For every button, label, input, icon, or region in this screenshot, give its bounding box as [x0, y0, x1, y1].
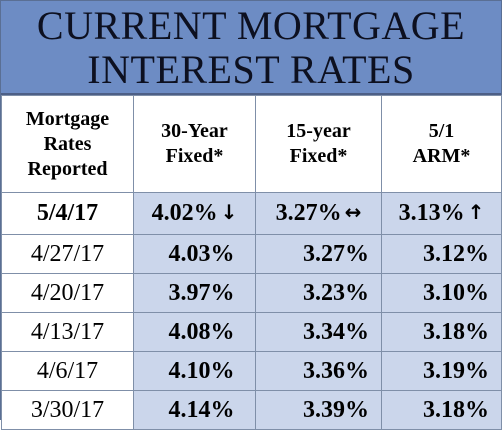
date-cell: 3/30/17: [1, 390, 134, 430]
header-line: Fixed*: [289, 145, 348, 167]
fixed-30-cell: 4.10%: [133, 351, 256, 391]
fixed-15-cell: 3.39%: [255, 390, 382, 430]
rates-table: Mortgage Rates Reported 30-Year Fixed* 1…: [1, 95, 502, 430]
rate-row: 4/6/17 4.10% 3.36% 3.19%: [1, 351, 502, 391]
fixed-15-cell: 3.27%: [255, 234, 382, 274]
rate-row: 4/13/17 4.08% 3.34% 3.18%: [1, 312, 502, 352]
header-line: Fixed*: [165, 145, 224, 167]
arm-cell: 3.19%: [381, 351, 502, 391]
latest-date-cell: 5/4/17: [1, 192, 134, 235]
latest-15-year-rate: 3.27%: [275, 200, 342, 226]
arm-cell: 3.18%: [381, 390, 502, 430]
title-line-2: INTEREST RATES: [87, 47, 415, 92]
arm-cell: 3.10%: [381, 273, 502, 313]
fixed-30-cell: 4.14%: [133, 390, 256, 430]
header-15-year-fixed: 15-year Fixed*: [255, 95, 382, 193]
header-row: Mortgage Rates Reported 30-Year Fixed* 1…: [1, 95, 502, 193]
header-line: Mortgage: [25, 107, 110, 130]
latest-30-year-rate: 4.02%: [151, 200, 218, 226]
header-line: 30-Year: [161, 120, 228, 142]
latest-arm-cell: 3.13% ↑: [381, 192, 502, 235]
fixed-30-cell: 4.08%: [133, 312, 256, 352]
date-cell: 4/20/17: [1, 273, 134, 313]
header-line: Reported: [27, 157, 108, 180]
latest-30-year-cell: 4.02% ↓: [133, 192, 256, 235]
fixed-30-cell: 3.97%: [133, 273, 256, 313]
header-line: ARM*: [412, 145, 471, 167]
arm-cell: 3.12%: [381, 234, 502, 274]
date-cell: 4/13/17: [1, 312, 134, 352]
left-right-arrow-icon: ↔: [344, 200, 362, 224]
header-mortgage-rates-reported: Mortgage Rates Reported: [1, 95, 134, 193]
rate-row: 3/30/17 4.14% 3.39% 3.18%: [1, 390, 502, 430]
latest-15-year-cell: 3.27% ↔: [255, 192, 382, 235]
header-line: 5/1: [428, 120, 455, 142]
latest-arm-rate: 3.13%: [398, 200, 465, 226]
latest-rate-row: 5/4/17 4.02% ↓ 3.27% ↔ 3.13% ↑: [1, 192, 502, 235]
date-cell: 4/6/17: [1, 351, 134, 391]
date-cell: 4/27/17: [1, 234, 134, 274]
fixed-15-cell: 3.36%: [255, 351, 382, 391]
title-line-1: CURRENT MORTGAGE: [36, 3, 466, 48]
header-line: Rates: [43, 132, 92, 155]
latest-date: 5/4/17: [36, 200, 99, 226]
fixed-15-cell: 3.23%: [255, 273, 382, 313]
header-5-1-arm: 5/1 ARM*: [381, 95, 502, 193]
header-line: 15-year: [286, 120, 351, 142]
fixed-15-cell: 3.34%: [255, 312, 382, 352]
rate-row: 4/20/17 3.97% 3.23% 3.10%: [1, 273, 502, 313]
up-arrow-icon: ↑: [467, 200, 485, 224]
fixed-30-cell: 4.03%: [133, 234, 256, 274]
title-banner: CURRENT MORTGAGE INTEREST RATES: [1, 1, 501, 95]
down-arrow-icon: ↓: [220, 200, 238, 224]
arm-cell: 3.18%: [381, 312, 502, 352]
rate-row: 4/27/17 4.03% 3.27% 3.12%: [1, 234, 502, 274]
header-30-year-fixed: 30-Year Fixed*: [133, 95, 256, 193]
